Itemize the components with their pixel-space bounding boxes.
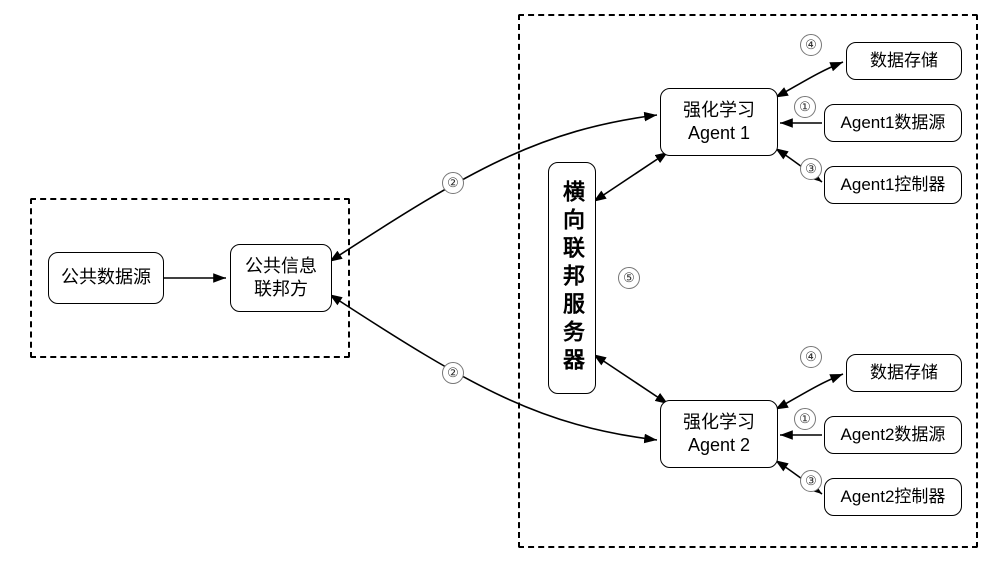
label: 公共数据源 — [61, 266, 151, 289]
step-badge: ⑤ — [618, 267, 640, 289]
node-hfed-server: 横向联邦服务器 — [548, 162, 596, 394]
step-badge: ③ — [800, 158, 822, 180]
label: Agent1控制器 — [841, 174, 946, 196]
node-public-data-source: 公共数据源 — [48, 252, 164, 304]
label: 数据存储 — [870, 50, 938, 72]
node-agent1-ctrl: Agent1控制器 — [824, 166, 962, 204]
label: 横向联邦服务器 — [556, 180, 588, 376]
step-badge: ③ — [800, 470, 822, 492]
node-agent2: 强化学习Agent 2 — [660, 400, 778, 468]
node-agent2-ctrl: Agent2控制器 — [824, 478, 962, 516]
step-badge: ② — [442, 362, 464, 384]
label: Agent2控制器 — [841, 486, 946, 508]
label: 强化学习Agent 1 — [683, 99, 755, 146]
step-badge: ④ — [800, 34, 822, 56]
label: Agent1数据源 — [841, 112, 946, 134]
node-data-store-2: 数据存储 — [846, 354, 962, 392]
label: 数据存储 — [870, 362, 938, 384]
step-badge: ① — [794, 96, 816, 118]
step-badge: ② — [442, 172, 464, 194]
step-badge: ④ — [800, 346, 822, 368]
node-agent1-src: Agent1数据源 — [824, 104, 962, 142]
label: 强化学习Agent 2 — [683, 411, 755, 458]
label: Agent2数据源 — [841, 424, 946, 446]
diagram-canvas: 公共数据源 公共信息联邦方 横向联邦服务器 强化学习Agent 1 强化学习Ag… — [0, 0, 1000, 564]
node-data-store-1: 数据存储 — [846, 42, 962, 80]
node-agent2-src: Agent2数据源 — [824, 416, 962, 454]
label: 公共信息联邦方 — [245, 255, 317, 302]
step-badge: ① — [794, 408, 816, 430]
node-agent1: 强化学习Agent 1 — [660, 88, 778, 156]
node-public-info-fed: 公共信息联邦方 — [230, 244, 332, 312]
